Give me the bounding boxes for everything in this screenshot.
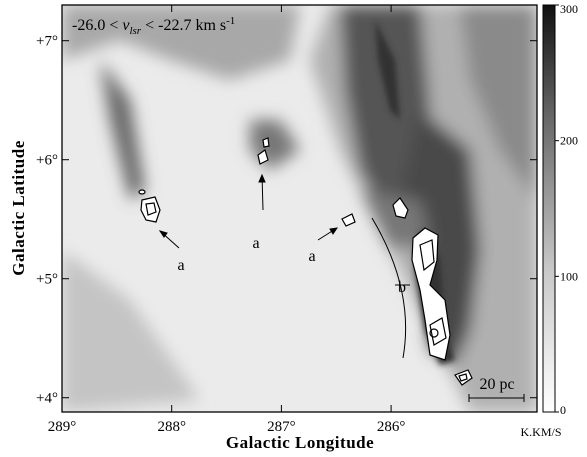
- x-tick-label: 288°: [157, 419, 186, 435]
- colorbar-tick-label: 200: [560, 134, 578, 148]
- y-tick-label: +6°: [36, 153, 58, 169]
- emission-map: [62, 5, 537, 412]
- colorbar: [542, 4, 556, 413]
- y-tick-label: +7°: [36, 34, 58, 50]
- y-axis-label: Galactic Latitude: [9, 140, 28, 276]
- annotation: b: [398, 279, 406, 296]
- title-part: -1: [226, 15, 235, 27]
- annotation: a: [252, 235, 259, 252]
- colorbar-tick-label: 300: [560, 2, 578, 16]
- colorbar-label: K.KM/S: [520, 425, 561, 439]
- x-tick-label: 289°: [48, 419, 77, 435]
- velocity-range: -26.0 < vlsr < -22.7 km s-1: [72, 15, 235, 37]
- annotation-arrows: [158, 173, 525, 402]
- title-part: < -22.7 km s: [141, 17, 226, 34]
- title-part: v: [122, 17, 130, 34]
- annotation: a: [177, 257, 184, 274]
- annotation: a: [308, 248, 315, 265]
- x-tick-label: 287°: [267, 419, 296, 435]
- title-part: -26.0 <: [72, 17, 122, 34]
- x-tick-label: 286°: [377, 419, 406, 435]
- scale-label: 20 pc: [479, 376, 514, 393]
- colorbar-tick-label: 0: [560, 403, 566, 417]
- title-part: lsr: [129, 25, 141, 37]
- y-tick-label: +5°: [36, 272, 58, 288]
- x-axis-label: Galactic Longitude: [226, 433, 374, 452]
- colorbar-tick-label: 100: [560, 269, 578, 283]
- plot-frame: [61, 4, 538, 413]
- y-tick-label: +4°: [36, 391, 58, 407]
